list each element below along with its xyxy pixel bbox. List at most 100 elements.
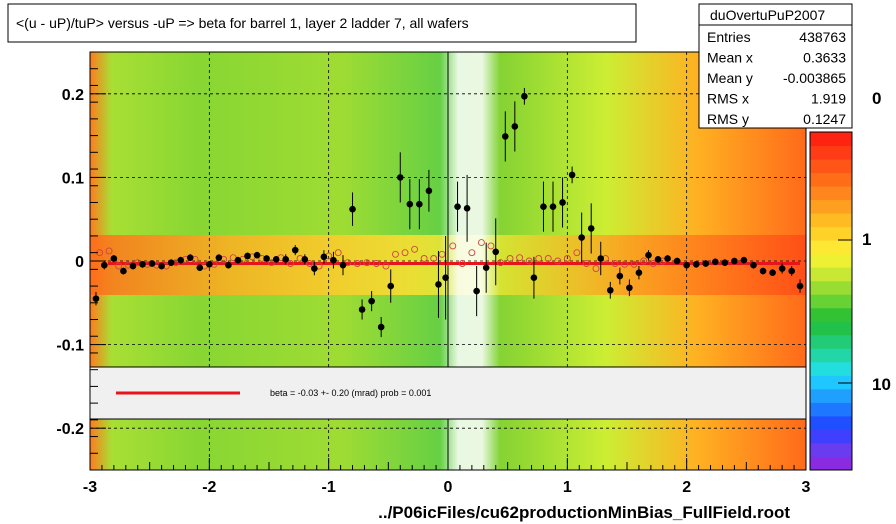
data-point	[702, 260, 710, 267]
colorbar-segment	[810, 145, 852, 160]
open-data-point	[497, 259, 504, 267]
data-point	[234, 256, 242, 264]
x-tick-label: -1	[322, 479, 336, 496]
colorbar-frame	[809, 131, 853, 471]
open-data-point	[449, 242, 457, 250]
open-data-point	[353, 260, 361, 267]
data-point	[511, 123, 519, 130]
open-data-point	[306, 260, 314, 267]
x-tick-label: -3	[83, 479, 97, 496]
colorbar-segment	[810, 226, 852, 241]
data-markers	[92, 87, 804, 338]
data-point	[442, 274, 449, 282]
data-point	[731, 257, 738, 265]
data-point	[435, 281, 442, 288]
data-point	[454, 203, 461, 210]
open-data-point	[477, 239, 485, 247]
data-point	[606, 286, 614, 294]
data-point	[282, 256, 290, 263]
data-point	[578, 234, 585, 241]
open-data-point	[287, 260, 294, 267]
data-point	[559, 199, 566, 206]
data-point	[387, 282, 395, 290]
data-point	[425, 187, 433, 195]
data-point	[120, 267, 127, 275]
data-point	[654, 256, 662, 263]
colorbar-segment	[810, 186, 852, 201]
data-point	[320, 253, 328, 261]
data-point	[778, 265, 786, 272]
open-data-point	[411, 245, 419, 253]
colorbar-segment	[810, 348, 852, 363]
open-data-point	[382, 262, 390, 270]
x-tick-label: -2	[202, 479, 216, 496]
stats-label: Mean y	[707, 70, 753, 86]
data-point	[291, 246, 299, 254]
data-point	[186, 254, 194, 261]
y-tick-label: 0	[75, 254, 84, 271]
data-point	[492, 248, 500, 256]
open-data-point	[535, 255, 543, 262]
colorbar-segment	[810, 456, 852, 471]
colorbar-segment	[810, 402, 852, 417]
colorbar-segment	[810, 361, 852, 376]
data-point	[301, 256, 309, 263]
colorbar-segment	[810, 253, 852, 268]
data-point	[158, 262, 165, 270]
data-point	[244, 252, 251, 260]
colorbar-segment	[810, 334, 852, 349]
data-point	[796, 282, 804, 290]
stats-value: 0.3633	[803, 50, 846, 66]
data-point	[664, 255, 671, 262]
data-point	[215, 254, 223, 261]
footer-filename: ../P06icFiles/cu62productionMinBias_Full…	[378, 503, 790, 522]
open-data-point	[630, 260, 638, 268]
data-point	[339, 261, 347, 269]
stats-value: 0.1247	[803, 111, 846, 127]
open-data-point	[563, 255, 571, 262]
data-point	[196, 264, 204, 271]
data-point	[549, 203, 557, 210]
data-point	[692, 261, 700, 268]
open-data-point	[115, 262, 123, 270]
open-data-point	[506, 255, 514, 262]
data-point	[396, 174, 404, 181]
open-data-point	[621, 260, 629, 268]
data-point	[501, 133, 509, 140]
colorbar-segment	[810, 213, 852, 228]
y-tick-label: 0.1	[62, 170, 84, 187]
data-point	[473, 287, 480, 295]
stats-label: RMS x	[707, 91, 749, 107]
open-data-point	[582, 260, 590, 267]
open-data-point	[420, 255, 428, 262]
open-data-point	[487, 242, 495, 250]
stats-value: -0.003865	[783, 70, 846, 86]
title-box	[7, 3, 637, 43]
data-point	[358, 306, 366, 313]
data-point	[110, 255, 118, 262]
data-point	[92, 295, 100, 302]
data-point	[645, 251, 652, 259]
data-point	[272, 256, 280, 263]
data-point	[167, 259, 175, 266]
data-point	[225, 261, 232, 269]
colorbar-segment	[810, 415, 852, 430]
data-point	[206, 261, 213, 268]
open-data-point	[554, 257, 562, 265]
stats-label: Entries	[707, 29, 751, 45]
data-point	[311, 265, 318, 272]
open-data-point	[525, 257, 533, 265]
data-point	[759, 267, 767, 275]
colorbar-segment	[810, 429, 852, 444]
data-point	[406, 200, 414, 208]
open-data-point	[267, 259, 275, 267]
data-point	[521, 93, 528, 100]
open-data-point	[430, 255, 438, 262]
colorbar-segment	[810, 442, 852, 457]
data-point	[101, 261, 108, 269]
open-data-point	[573, 249, 581, 257]
colorbar-segment	[810, 159, 852, 174]
data-point	[148, 260, 156, 267]
data-point	[597, 255, 605, 262]
colorbar-segment	[810, 388, 852, 403]
